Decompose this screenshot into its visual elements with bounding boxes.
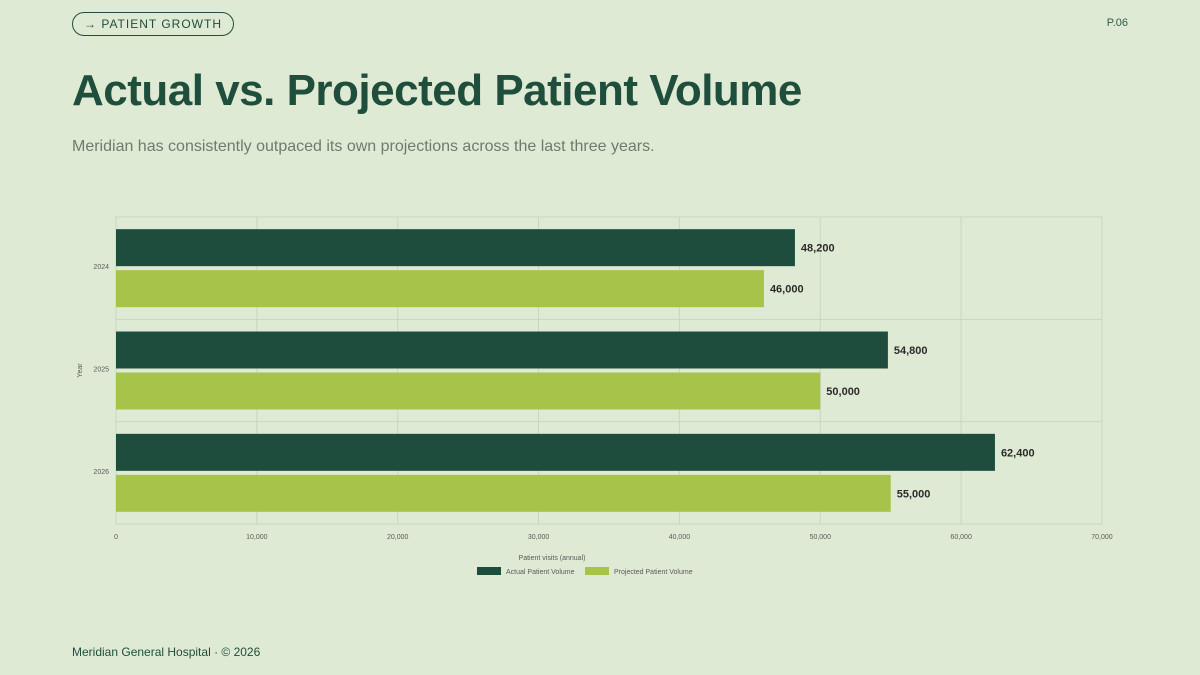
bar-data-label: 55,000	[897, 488, 931, 500]
legend-swatch	[585, 567, 609, 575]
page-title: Actual vs. Projected Patient Volume	[72, 66, 802, 115]
y-tick-label: 2025	[93, 367, 109, 374]
x-tick-label: 10,000	[246, 534, 268, 541]
legend-swatch	[477, 567, 501, 575]
x-tick-label: 20,000	[387, 534, 409, 541]
page-subtitle: Meridian has consistently outpaced its o…	[72, 138, 655, 155]
bar-projected	[116, 474, 891, 512]
bar-projected	[116, 270, 764, 308]
x-axis-title: Patient visits (annual)	[519, 555, 586, 562]
bar-data-label: 50,000	[826, 386, 860, 398]
footer-text: Meridian General Hospital · © 2026	[72, 645, 261, 659]
bar-projected	[116, 372, 821, 410]
legend-label: Actual Patient Volume	[506, 569, 575, 576]
bar-data-label: 46,000	[770, 284, 804, 296]
x-tick-label: 40,000	[669, 534, 691, 541]
bar-actual	[116, 433, 995, 471]
section-tag: → PATIENT GROWTH	[72, 12, 234, 36]
bar-data-label: 62,400	[1001, 447, 1035, 459]
bar-data-label: 54,800	[894, 345, 928, 357]
y-tick-label: 2026	[93, 469, 109, 476]
x-tick-label: 30,000	[528, 534, 550, 541]
x-tick-label: 0	[114, 534, 118, 541]
page-number: P.06	[1106, 17, 1128, 29]
y-axis-title: Year	[77, 363, 84, 378]
x-tick-label: 50,000	[810, 534, 832, 541]
bar-actual	[116, 229, 795, 267]
bar-actual	[116, 331, 888, 369]
bar-data-label: 48,200	[801, 243, 835, 255]
chart-container: 0 10,000 20,000 30,000 40,000 50,000 60,000 70,…	[60, 200, 1140, 590]
x-tick-label: 70,000	[1091, 534, 1113, 541]
y-tick-label: 2024	[93, 264, 109, 271]
x-tick-label: 60,000	[950, 534, 972, 541]
legend-label: Projected Patient Volume	[614, 569, 693, 576]
bar-chart: 0 10,000 20,000 30,000 40,000 50,000 60,000 70,…	[77, 216, 1113, 576]
